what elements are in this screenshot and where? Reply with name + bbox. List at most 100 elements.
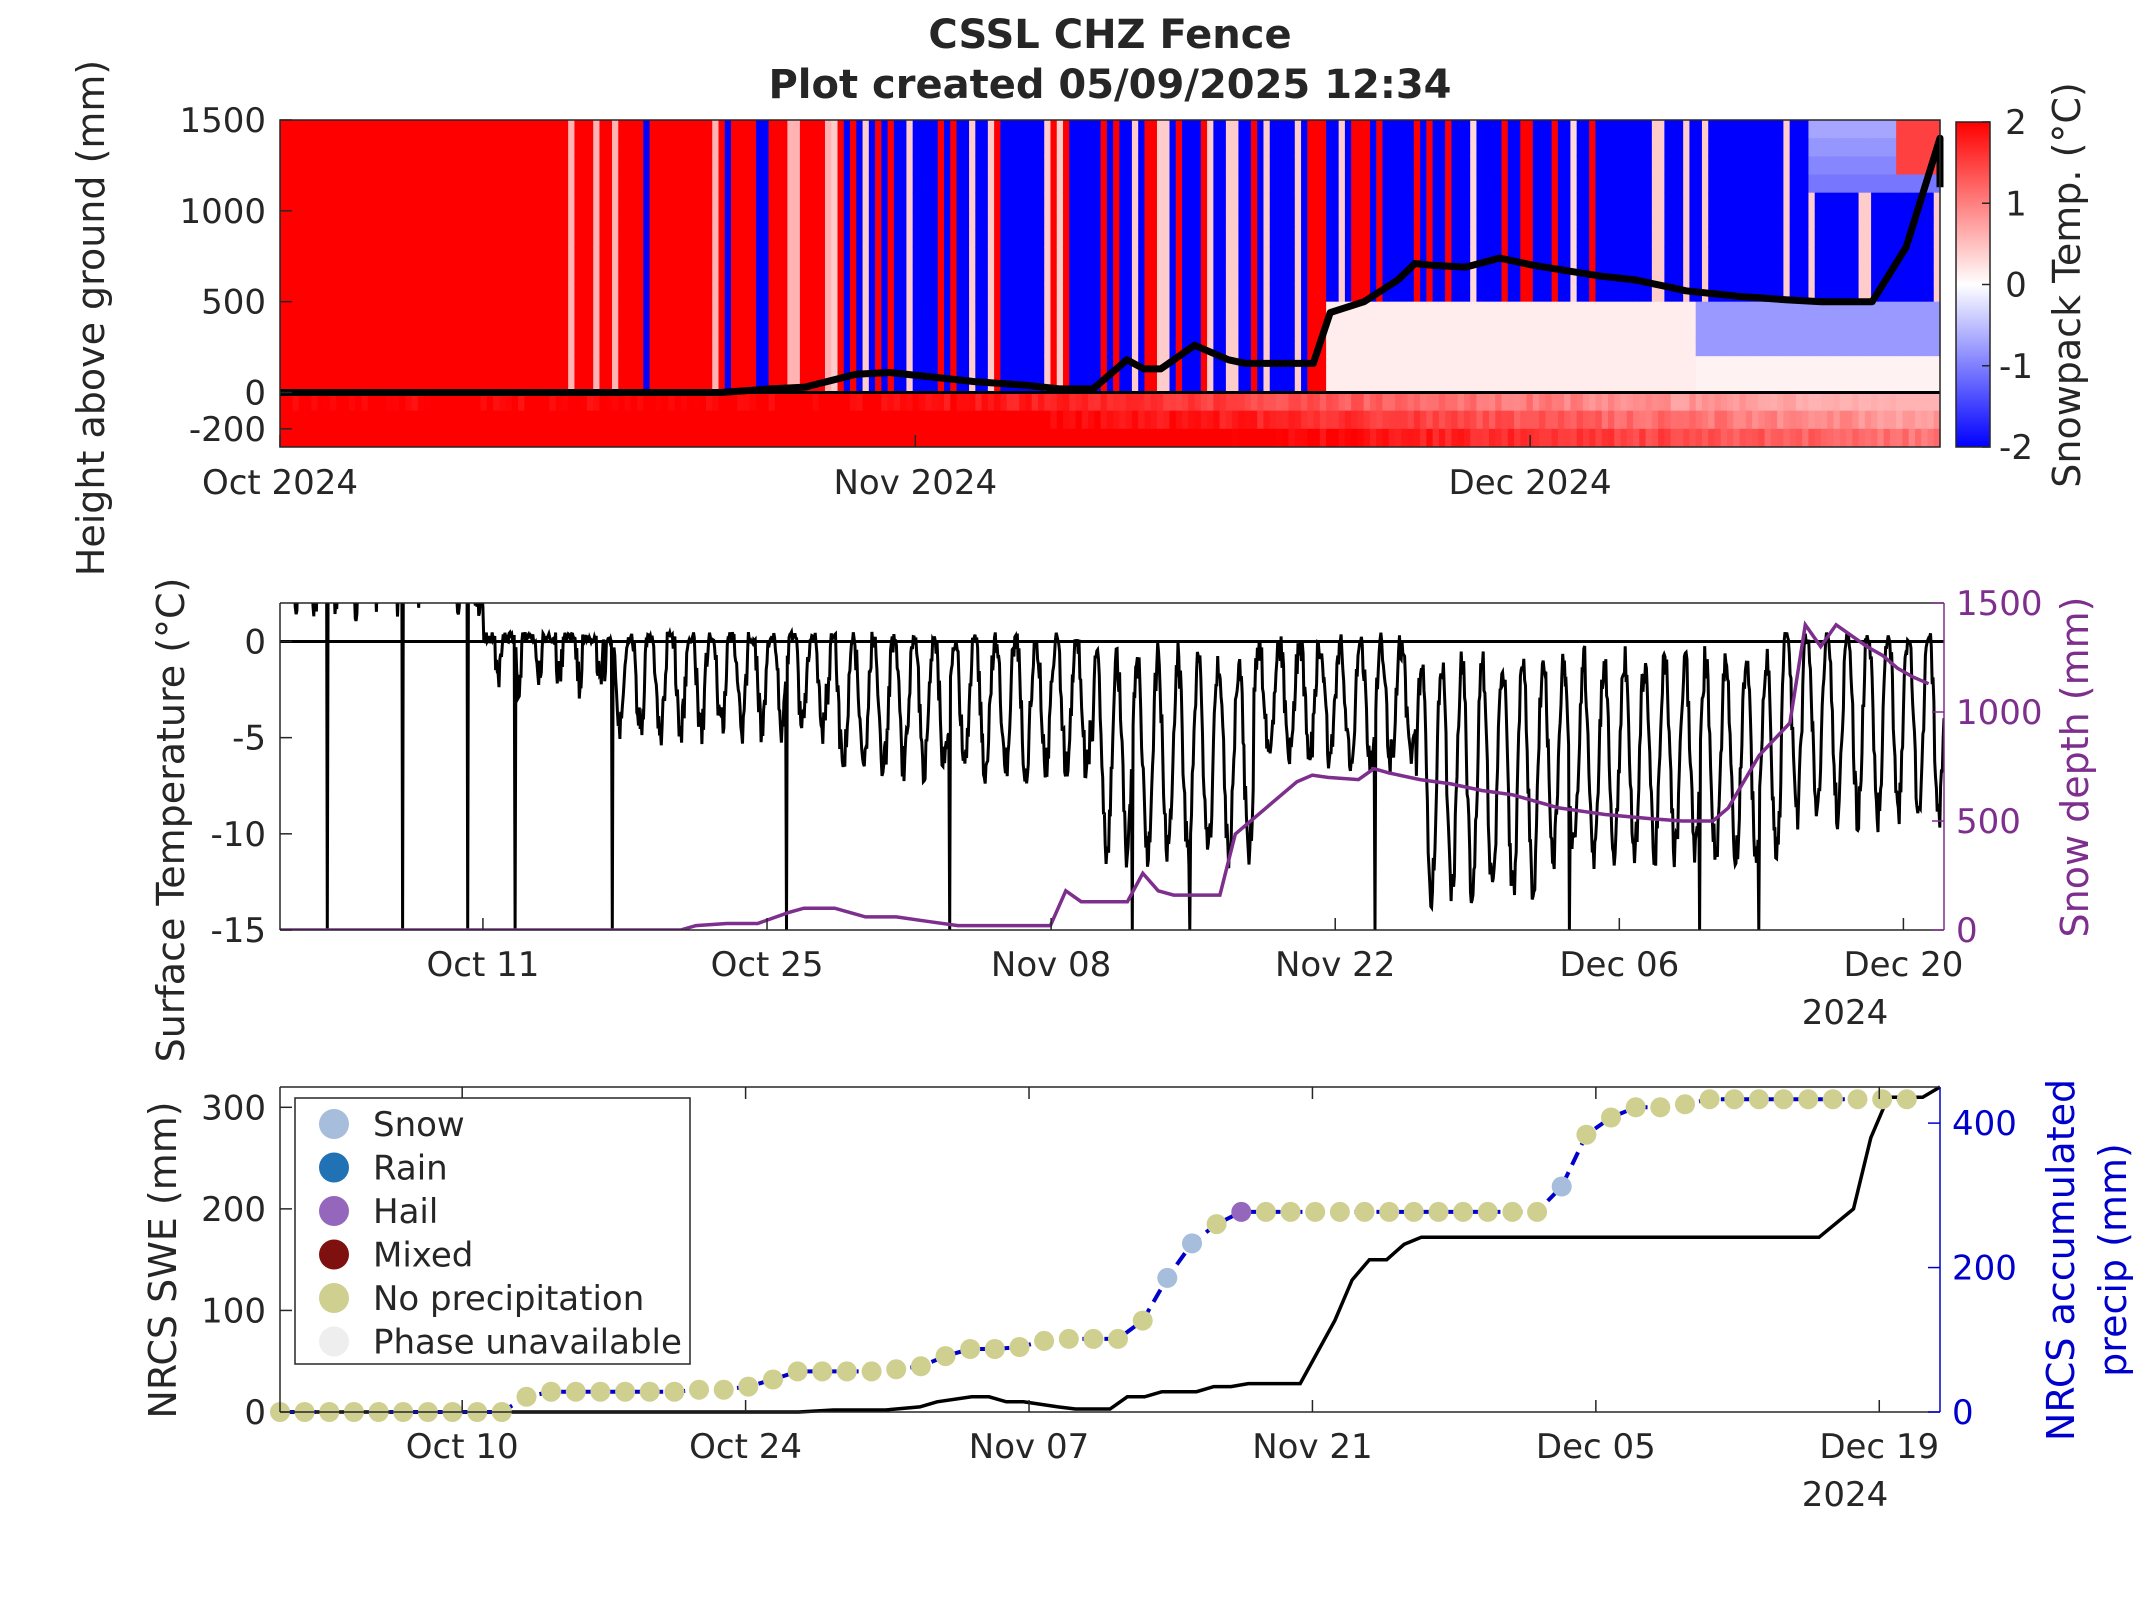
heatmap-cell: [311, 138, 319, 157]
heatmap-cell: [1182, 410, 1189, 430]
heatmap-cell: [1620, 319, 1628, 339]
heatmap-cell: [731, 301, 738, 321]
x-tick-label: Oct 11: [426, 945, 539, 985]
heatmap-cell: [1645, 156, 1653, 175]
heatmap-cell: [1219, 265, 1227, 284]
heatmap-cell: [492, 174, 500, 194]
heatmap-cell: [743, 210, 751, 230]
heatmap-cell: [793, 319, 801, 339]
heatmap-cell: [411, 210, 419, 230]
heatmap-cell: [1313, 138, 1321, 157]
heatmap-cell: [1914, 356, 1922, 375]
heatmap-cell: [1263, 229, 1271, 248]
heatmap-cell: [1626, 410, 1634, 430]
heatmap-cell: [1351, 428, 1359, 448]
heatmap-cell: [975, 319, 983, 339]
heatmap-cell: [1695, 120, 1703, 139]
heatmap-cell: [555, 120, 563, 139]
heatmap-cell: [843, 265, 851, 284]
heatmap-cell: [1426, 210, 1434, 230]
heatmap-cell: [1069, 338, 1077, 357]
precip-marker: [565, 1381, 586, 1402]
heatmap-cell: [505, 138, 513, 157]
heatmap-cell: [424, 192, 431, 212]
heatmap-cell: [1545, 319, 1553, 339]
heatmap-cell: [1276, 229, 1283, 248]
heatmap-cell: [1169, 138, 1177, 157]
heatmap-cell: [505, 283, 513, 303]
heatmap-cell: [555, 392, 563, 412]
heatmap-cell: [1407, 174, 1415, 194]
heatmap-cell: [1758, 410, 1766, 430]
heatmap-cell: [1301, 138, 1308, 157]
heatmap-cell: [1871, 319, 1878, 339]
heatmap-cell: [1739, 138, 1747, 157]
heatmap-cell: [1063, 229, 1070, 248]
heatmap-cell: [1363, 410, 1371, 430]
heatmap-cell: [1319, 428, 1327, 448]
heatmap-cell: [1088, 120, 1095, 139]
heatmap-cell: [1827, 410, 1835, 430]
heatmap-cell: [486, 174, 494, 194]
heatmap-cell: [1532, 229, 1540, 248]
heatmap-cell: [1420, 338, 1427, 357]
heatmap-cell: [1608, 283, 1615, 303]
heatmap-cell: [1896, 229, 1904, 248]
heatmap-cell: [693, 156, 701, 175]
heatmap-cell: [1395, 392, 1402, 412]
heatmap-cell: [768, 247, 776, 266]
heatmap-cell: [1282, 283, 1290, 303]
heatmap-cell: [1745, 120, 1753, 139]
heatmap-cell: [336, 210, 344, 230]
heatmap-cell: [1150, 301, 1158, 321]
precip-marker: [590, 1381, 611, 1402]
heatmap-cell: [1827, 265, 1835, 284]
heatmap-cell: [762, 192, 770, 212]
heatmap-cell: [1482, 410, 1490, 430]
heatmap-cell: [280, 374, 287, 393]
heatmap-cell: [1075, 120, 1083, 139]
heatmap-cell: [994, 247, 1001, 266]
heatmap-cell: [330, 428, 337, 448]
heatmap-cell: [1889, 174, 1897, 194]
heatmap-cell: [893, 192, 901, 212]
heatmap-cell: [1488, 301, 1496, 321]
heatmap-cell: [455, 410, 463, 430]
heatmap-cell: [292, 156, 300, 175]
heatmap-cell: [668, 174, 676, 194]
heatmap-cell: [1144, 192, 1152, 212]
heatmap-cell: [931, 229, 939, 248]
heatmap-cell: [1871, 428, 1878, 448]
heatmap-cell: [574, 247, 582, 266]
heatmap-cell: [975, 428, 983, 448]
heatmap-cell: [1395, 283, 1402, 303]
heatmap-cell: [599, 174, 607, 194]
heatmap-cell: [1814, 410, 1822, 430]
heatmap-cell: [1720, 301, 1728, 321]
heatmap-cell: [1194, 156, 1202, 175]
heatmap-cell: [818, 338, 826, 357]
heatmap-cell: [1463, 392, 1471, 412]
heatmap-cell: [1100, 247, 1108, 266]
heatmap-cell: [1488, 265, 1496, 284]
heatmap-cell: [1739, 410, 1747, 430]
heatmap-cell: [486, 229, 494, 248]
heatmap-cell: [1401, 174, 1409, 194]
heatmap-cell: [1338, 120, 1346, 139]
heatmap-cell: [1369, 356, 1377, 375]
heatmap-cell: [1426, 392, 1434, 412]
heatmap-cell: [599, 392, 607, 412]
heatmap-cell: [367, 210, 375, 230]
heatmap-cell: [856, 138, 864, 157]
heatmap-cell: [568, 319, 576, 339]
heatmap-cell: [1401, 156, 1409, 175]
heatmap-cell: [1445, 192, 1452, 212]
heatmap-cell: [1257, 265, 1265, 284]
heatmap-cell: [348, 247, 356, 266]
heatmap-cell: [1351, 410, 1359, 430]
heatmap-cell: [687, 247, 695, 266]
heatmap-cell: [1770, 356, 1778, 375]
heatmap-cell: [812, 229, 820, 248]
heatmap-cell: [1745, 283, 1753, 303]
heatmap-cell: [330, 192, 337, 212]
